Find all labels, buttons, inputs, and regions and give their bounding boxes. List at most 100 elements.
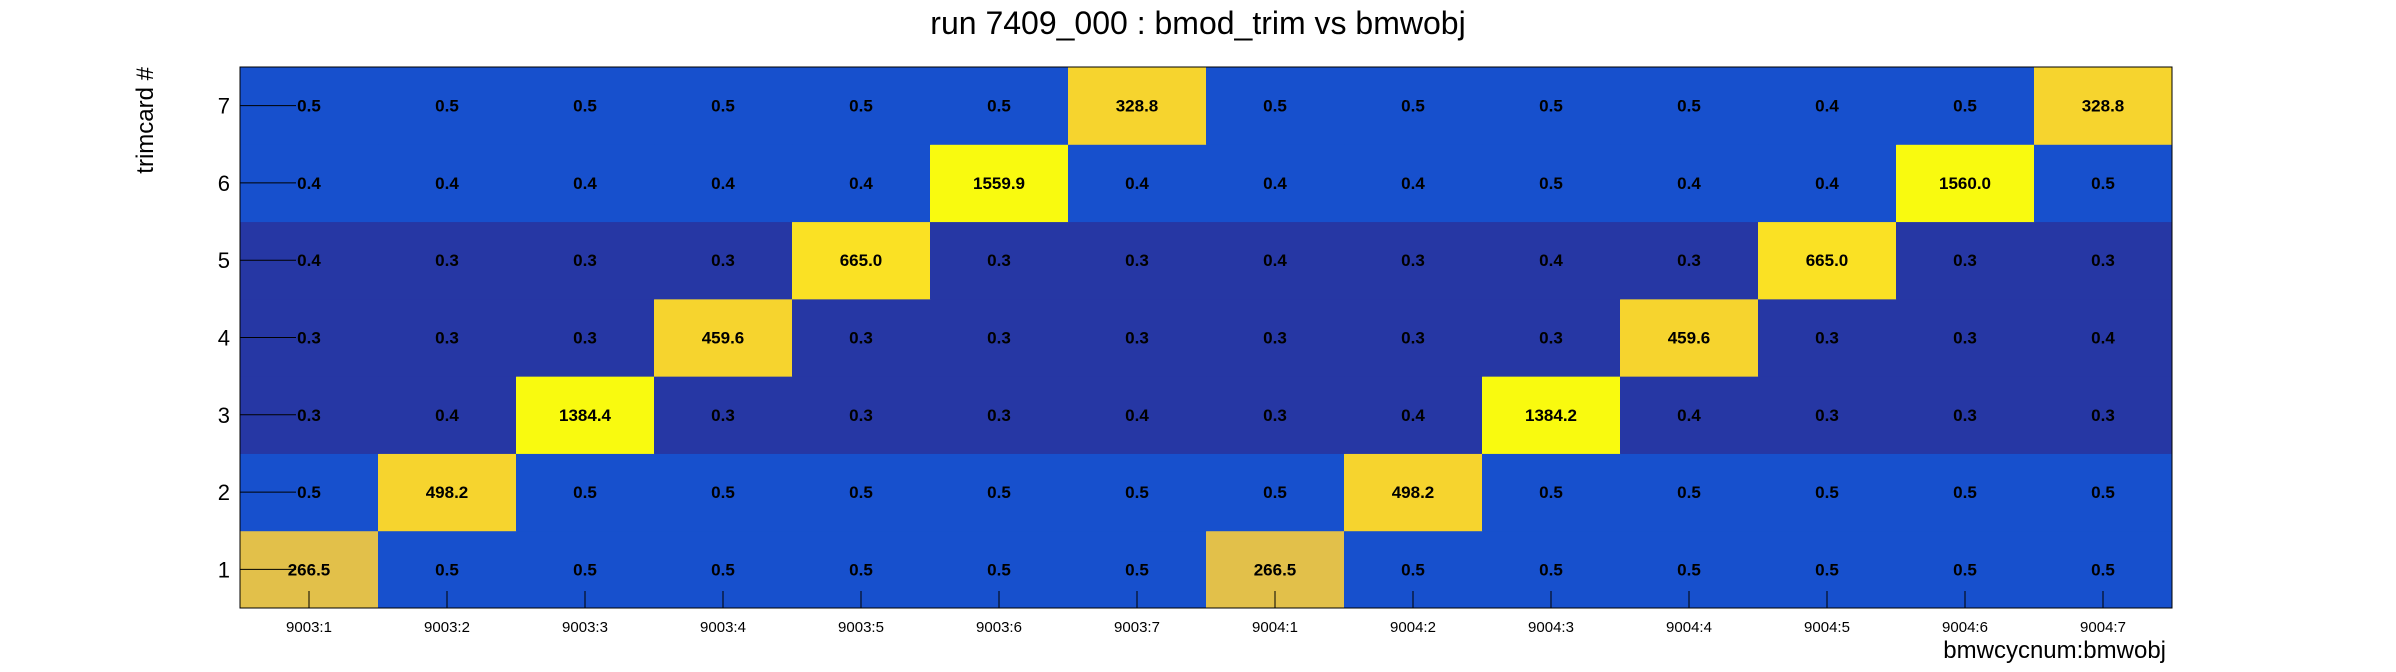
cell-value-label: 0.4: [573, 174, 597, 193]
cell-value-label: 0.5: [2091, 560, 2115, 579]
cell-value-label: 0.3: [1125, 329, 1149, 348]
heatmap-cell: [654, 144, 793, 223]
cell-value-label: 665.0: [840, 251, 883, 270]
cell-value-label: 0.3: [1815, 329, 1839, 348]
cell-value-label: 0.3: [2091, 251, 2115, 270]
heatmap-cell: [2034, 221, 2173, 300]
cell-value-label: 0.5: [1539, 174, 1563, 193]
y-tick-label: 3: [218, 403, 230, 428]
x-tick-label: 9004:7: [2080, 619, 2126, 636]
cell-value-label: 0.5: [573, 483, 597, 502]
cell-value-label: 0.4: [1125, 174, 1149, 193]
cell-value-label: 0.3: [987, 406, 1011, 425]
heatmap-cell: [654, 67, 793, 145]
heatmap-cell: [930, 67, 1069, 145]
heatmap-cell-labels: 266.5 0.5 0.5 0.5 0.5 0.5 0.5 266.5 0.5 0.5 0.5 0.5…: [288, 97, 2125, 580]
cell-value-label: 266.5: [288, 560, 331, 579]
heatmap-cell: [1482, 144, 1621, 223]
heatmap-cell: [516, 144, 655, 223]
cell-value-label: 0.3: [1677, 251, 1701, 270]
heatmap-cell: [1896, 298, 2035, 377]
heatmap-cell: [930, 144, 1069, 223]
cell-value-label: 1559.9: [973, 174, 1025, 193]
cell-value-label: 0.3: [1953, 329, 1977, 348]
x-tick-label: 9004:4: [1666, 619, 1712, 636]
cell-value-label: 0.3: [1953, 251, 1977, 270]
cell-value-label: 0.5: [1401, 97, 1425, 116]
cell-value-label: 0.4: [2091, 329, 2115, 348]
chart-title: run 7409_000 : bmod_trim vs bmwobj: [930, 5, 1465, 41]
cell-value-label: 0.5: [987, 560, 1011, 579]
cell-value-label: 0.5: [1539, 560, 1563, 579]
heatmap-cell: [516, 67, 655, 145]
cell-value-label: 0.5: [435, 560, 459, 579]
cell-value-label: 1384.2: [1525, 406, 1577, 425]
heatmap-cell: [516, 221, 655, 300]
cell-value-label: 0.5: [573, 560, 597, 579]
cell-value-label: 459.6: [1668, 329, 1711, 348]
heatmap-cell: [792, 67, 931, 145]
cell-value-label: 0.5: [711, 97, 735, 116]
cell-value-label: 0.3: [1263, 329, 1287, 348]
heatmap-cell: [378, 376, 517, 454]
cell-value-label: 0.5: [2091, 483, 2115, 502]
cell-value-label: 0.3: [1125, 251, 1149, 270]
cell-value-label: 0.5: [1539, 97, 1563, 116]
heatmap-cell: [1620, 376, 1759, 454]
cell-value-label: 0.5: [1125, 483, 1149, 502]
cell-value-label: 328.8: [1116, 97, 1159, 116]
heatmap-cell: [516, 376, 655, 454]
heatmap-cell: [792, 376, 931, 454]
heatmap-cell: [378, 144, 517, 223]
cell-value-label: 0.4: [1677, 174, 1701, 193]
cell-value-label: 0.5: [1953, 560, 1977, 579]
cell-value-label: 0.5: [711, 483, 735, 502]
heatmap-cell: [1482, 453, 1621, 532]
heatmap-cells: [240, 67, 2173, 609]
heatmap-cell: [1896, 67, 2035, 145]
heatmap-cell: [792, 144, 931, 223]
heatmap-cell: [1620, 453, 1759, 532]
heatmap-cell: [1758, 298, 1897, 377]
cell-value-label: 0.3: [711, 406, 735, 425]
heatmap-cell: [1068, 67, 1207, 145]
cell-value-label: 0.4: [435, 406, 459, 425]
cell-value-label: 0.5: [987, 97, 1011, 116]
heatmap-cell: [1068, 221, 1207, 300]
cell-value-label: 0.3: [573, 251, 597, 270]
heatmap-cell: [1758, 453, 1897, 532]
cell-value-label: 0.4: [711, 174, 735, 193]
cell-value-label: 0.5: [2091, 174, 2115, 193]
cell-value-label: 0.4: [1677, 406, 1701, 425]
heatmap-cell: [1206, 144, 1345, 223]
x-tick-label: 9004:3: [1528, 619, 1574, 636]
heatmap-cell: [792, 298, 931, 377]
heatmap-cell: [1068, 376, 1207, 454]
cell-value-label: 1560.0: [1939, 174, 1991, 193]
heatmap-cell: [2034, 376, 2173, 454]
cell-value-label: 0.4: [849, 174, 873, 193]
cell-value-label: 0.5: [849, 97, 873, 116]
heatmap-cell: [654, 453, 793, 532]
heatmap-cell: [2034, 67, 2173, 145]
heatmap-cell: [1344, 144, 1483, 223]
x-tick-label: 9003:7: [1114, 619, 1160, 636]
cell-value-label: 0.4: [1815, 97, 1839, 116]
heatmap-cell: [1344, 376, 1483, 454]
heatmap-cell: [1758, 67, 1897, 145]
heatmap-cell: [1758, 376, 1897, 454]
cell-value-label: 0.5: [1677, 560, 1701, 579]
heatmap-cell: [1620, 298, 1759, 377]
heatmap-cell: [2034, 298, 2173, 377]
heatmap-cell: [1482, 67, 1621, 145]
y-tick-label: 2: [218, 480, 230, 505]
cell-value-label: 0.3: [1401, 251, 1425, 270]
y-axis-title: trimcard #: [132, 66, 159, 173]
x-tick-label: 9003:3: [562, 619, 608, 636]
heatmap-cell: [1482, 376, 1621, 454]
cell-value-label: 0.5: [1953, 483, 1977, 502]
heatmap-cell: [1344, 67, 1483, 145]
heatmap-cell: [1206, 298, 1345, 377]
cell-value-label: 0.5: [573, 97, 597, 116]
